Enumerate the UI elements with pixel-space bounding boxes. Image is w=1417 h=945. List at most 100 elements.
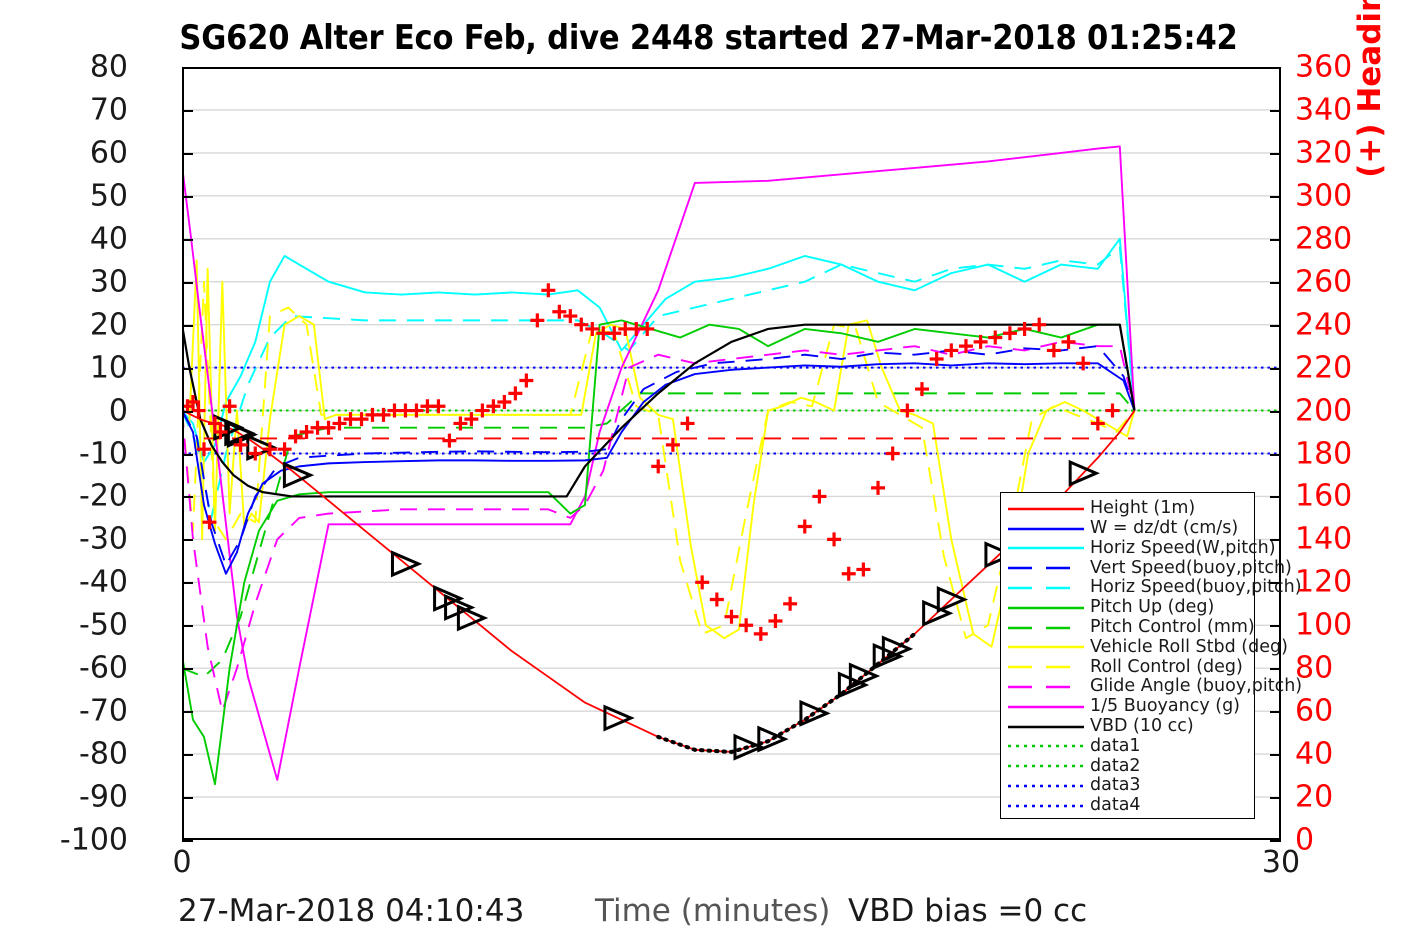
legend-item[interactable]: data1: [1001, 737, 1254, 757]
y-axis-tick-mark: [182, 539, 193, 542]
legend-item[interactable]: Pitch Control (mm): [1001, 618, 1255, 638]
right-axis-tick-label: 180: [1295, 436, 1353, 471]
series-vert-speed-buoy-pitch-: [182, 345, 1136, 567]
heading-plus-marker: [1046, 343, 1061, 358]
right-axis-tick-mark: [1270, 195, 1281, 198]
legend-item[interactable]: VBD (10 cc): [1001, 717, 1254, 737]
heading-plus-marker: [431, 399, 446, 414]
heading-plus-marker: [354, 412, 369, 427]
y-axis-tick-label: 20: [89, 307, 128, 343]
legend-item[interactable]: Roll Control (deg): [1001, 657, 1254, 677]
legend-item[interactable]: Horiz Speed(buoy,pitch): [1001, 578, 1302, 598]
heading-plus-marker: [739, 618, 754, 633]
legend-item[interactable]: 1/5 Buoyancy (g): [1001, 697, 1254, 717]
apogee-dotted-overlay: [656, 631, 917, 754]
legend-line-sample-solid: [1007, 599, 1085, 617]
chart-title: SG620 Alter Eco Feb, dive 2448 started 2…: [179, 18, 1238, 58]
y-axis-tick-mark: [182, 797, 193, 800]
y-axis-tick-mark: [182, 281, 193, 284]
right-axis-tick-mark: [1270, 410, 1281, 413]
legend-item[interactable]: data4: [1001, 796, 1254, 816]
heading-plus-marker: [464, 412, 479, 427]
y-axis-tick-mark: [182, 754, 193, 757]
y-axis-tick-label: 50: [89, 178, 128, 214]
direction-triangle-marker: [837, 671, 870, 699]
legend-label: Horiz Speed(buoy,pitch): [1090, 577, 1302, 598]
right-axis-tick-mark: [1270, 840, 1281, 842]
legend-label: Horiz Speed(W,pitch): [1090, 537, 1276, 558]
chart-legend: Height (1m) W = dz/dt (cm/s) Horiz Speed(W…: [1000, 492, 1302, 819]
direction-triangle-marker: [733, 733, 765, 761]
heading-plus-marker: [541, 283, 556, 298]
legend-label: Height (1m): [1090, 498, 1196, 519]
legend-item[interactable]: Vert Speed(buoy,pitch): [1001, 558, 1292, 578]
heading-plus-marker: [332, 416, 347, 431]
heading-plus-marker: [475, 403, 490, 418]
legend-line-sample-dashed: [1007, 678, 1085, 696]
right-axis-tick-label: 220: [1295, 350, 1353, 386]
y-axis-tick-label: 0: [108, 393, 128, 429]
legend-line-sample-dotted: [1007, 757, 1085, 775]
right-axis-tick-label: 20: [1295, 779, 1334, 815]
right-axis-tick-label: 100: [1295, 607, 1353, 643]
right-axis-tick-label: 160: [1295, 478, 1353, 514]
legend-line-sample-solid: [1007, 500, 1085, 518]
right-axis-tick-mark: [1270, 367, 1281, 370]
y-axis-tick-label: -60: [79, 650, 128, 686]
right-axis-tick-label: 80: [1295, 650, 1334, 686]
legend-line-sample-dashed: [1007, 658, 1085, 676]
direction-triangle-marker: [936, 586, 969, 613]
heading-plus-marker: [856, 562, 871, 577]
heading-plus-marker: [797, 519, 812, 534]
legend-label: W = dz/dt (cm/s): [1090, 517, 1239, 538]
y-axis-tick-label: 70: [89, 92, 128, 128]
heading-plus-marker: [1076, 356, 1091, 371]
heading-plus-marker: [202, 515, 217, 530]
legend-label: Roll Control (deg): [1090, 656, 1243, 677]
legend-item[interactable]: Horiz Speed(W,pitch): [1001, 539, 1276, 559]
heading-plus-marker: [1105, 403, 1120, 418]
legend-item[interactable]: Height (1m): [1001, 499, 1254, 519]
heading-plus-marker: [233, 437, 248, 452]
heading-plus-marker: [1032, 317, 1047, 332]
direction-triangle-marker: [433, 584, 465, 612]
y-axis-tick-mark: [182, 453, 193, 456]
series-w-dz-dt-cm-s-: [182, 362, 1136, 575]
heading-plus-marker: [248, 446, 263, 461]
heading-plus-marker: [196, 442, 211, 457]
right-axis-tick-mark: [1270, 539, 1281, 542]
right-axis-tick-mark: [1270, 754, 1281, 757]
heading-plus-marker: [453, 416, 468, 431]
legend-item[interactable]: data3: [1001, 776, 1254, 796]
heading-plus-marker: [277, 442, 292, 457]
legend-line-sample-solid: [1007, 539, 1085, 557]
heading-plus-marker: [288, 429, 303, 444]
legend-item[interactable]: data2: [1001, 756, 1254, 776]
direction-triangle-marker: [603, 704, 635, 732]
heading-plus-marker: [299, 425, 314, 440]
right-axis-tick-label: 240: [1295, 307, 1353, 343]
y-axis-tick-mark: [182, 840, 193, 842]
y-axis-tick-label: 10: [89, 350, 128, 386]
x-axis-title: Time (minutes): [595, 893, 831, 929]
right-axis-tick-label: 300: [1295, 178, 1353, 214]
y-axis-tick-mark: [182, 195, 193, 198]
legend-line-sample-dashed: [1007, 619, 1085, 637]
series-pitch-up-deg-: [182, 319, 1136, 786]
legend-item[interactable]: Glide Angle (buoy,pitch): [1001, 677, 1302, 697]
legend-item[interactable]: Vehicle Roll Stbd (deg): [1001, 638, 1288, 658]
right-axis-tick-label: 140: [1295, 521, 1353, 557]
y-axis-tick-label: -30: [79, 521, 128, 557]
legend-item[interactable]: W = dz/dt (cm/s): [1001, 519, 1254, 539]
legend-item[interactable]: Pitch Up (deg): [1001, 598, 1254, 618]
y-axis-tick-mark: [182, 625, 193, 628]
y-axis-tick-mark: [182, 109, 193, 112]
heading-plus-marker: [442, 433, 457, 448]
heading-plus-marker: [709, 592, 724, 607]
right-axis-tick-label: 120: [1295, 564, 1353, 600]
heading-plus-marker: [486, 399, 501, 414]
heading-plus-marker: [695, 575, 710, 590]
heading-plus-marker: [753, 626, 768, 641]
y-axis-tick-label: -90: [79, 779, 128, 815]
heading-plus-marker: [1061, 334, 1076, 349]
